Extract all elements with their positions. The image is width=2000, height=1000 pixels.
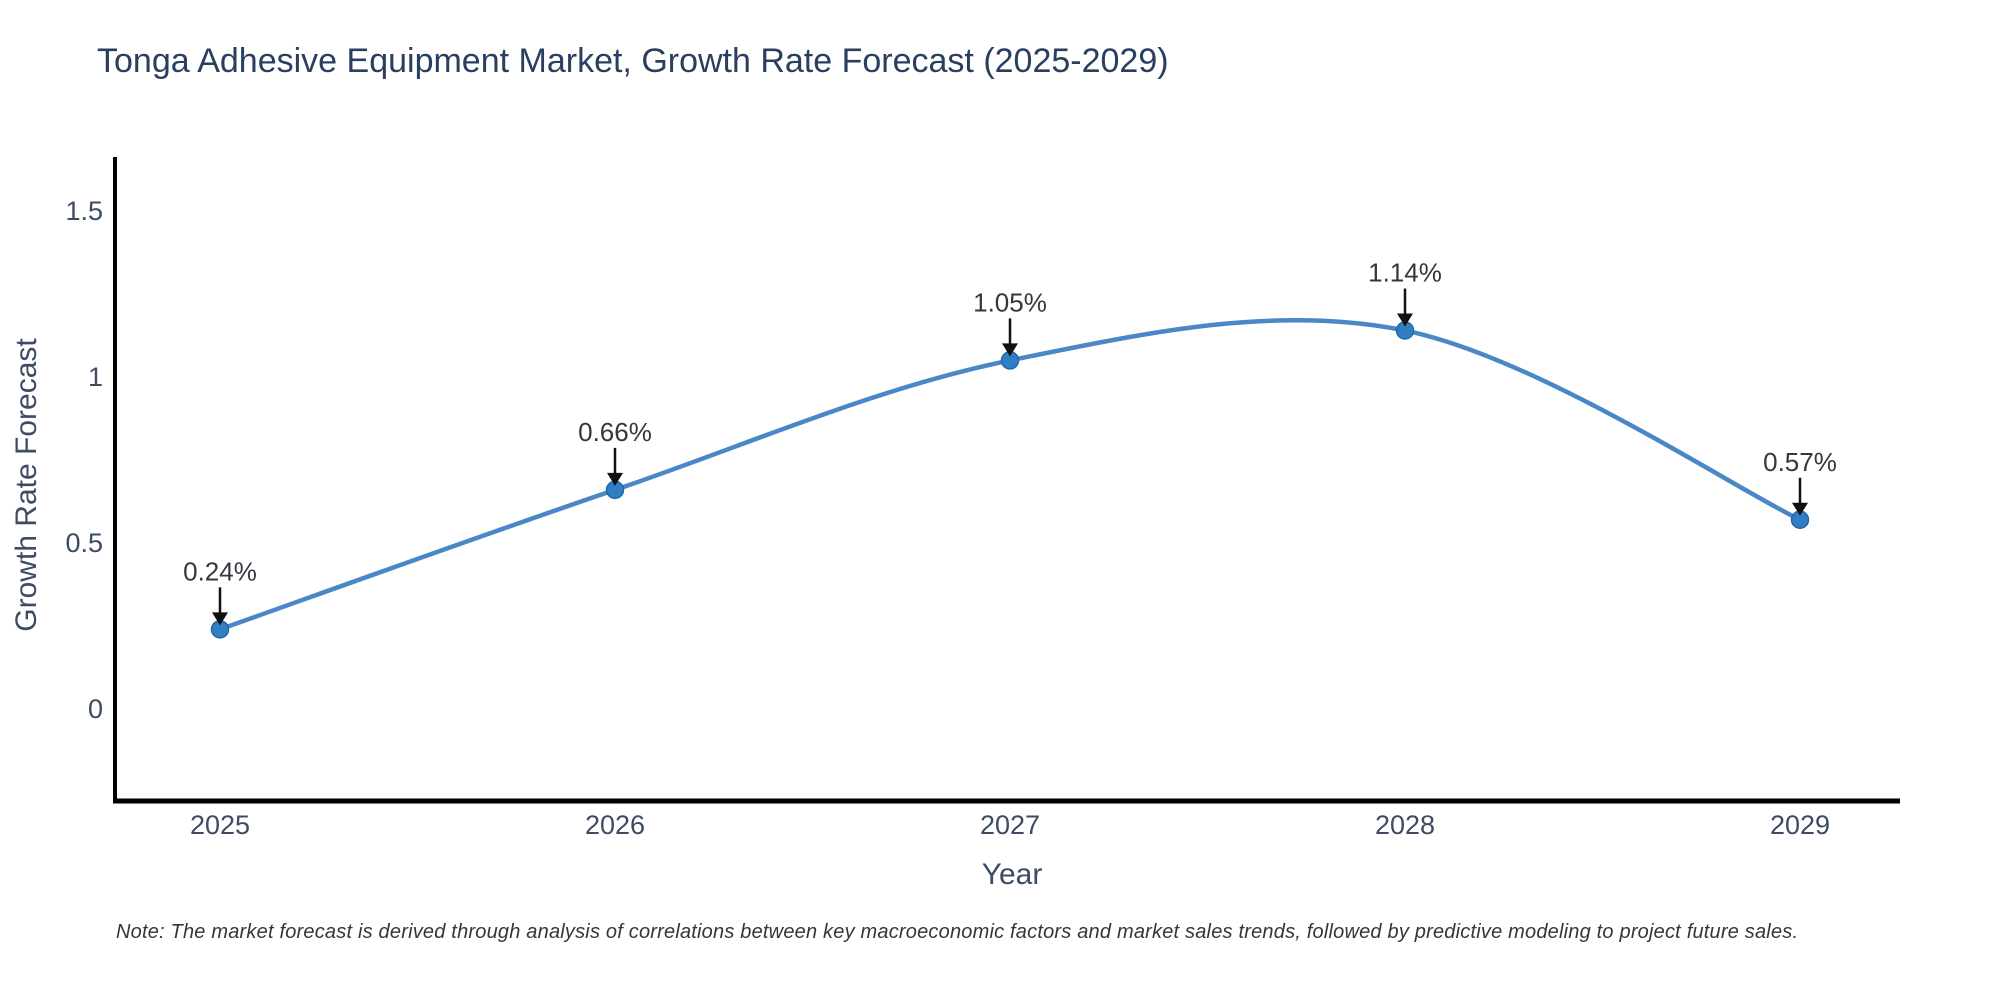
- x-tick-label: 2027: [980, 810, 1040, 840]
- y-tick-label: 0.5: [65, 528, 103, 558]
- y-tick-label: 0: [88, 694, 103, 724]
- annotation-arrowhead: [607, 472, 623, 486]
- annotation-arrowhead: [1397, 313, 1413, 327]
- y-tick-label: 1: [88, 362, 103, 392]
- x-axis-title: Year: [981, 858, 1043, 891]
- y-tick-label: 1.5: [65, 196, 103, 226]
- x-tick-label: 2025: [190, 810, 250, 840]
- x-tick-label: 2026: [585, 810, 645, 840]
- annotation-label: 0.66%: [578, 417, 652, 447]
- chart-title: Tonga Adhesive Equipment Market, Growth …: [97, 42, 1169, 80]
- x-tick-label: 2028: [1375, 810, 1435, 840]
- annotation-arrowhead: [212, 612, 228, 626]
- footnote: Note: The market forecast is derived thr…: [116, 921, 1799, 943]
- annotation-arrowhead: [1002, 343, 1018, 357]
- annotation-label: 0.24%: [183, 556, 257, 586]
- annotation-label: 0.57%: [1763, 447, 1837, 477]
- annotation-label: 1.14%: [1368, 258, 1442, 288]
- annotation-arrowhead: [1792, 502, 1808, 516]
- annotation-label: 1.05%: [973, 287, 1047, 317]
- x-tick-label: 2029: [1770, 810, 1830, 840]
